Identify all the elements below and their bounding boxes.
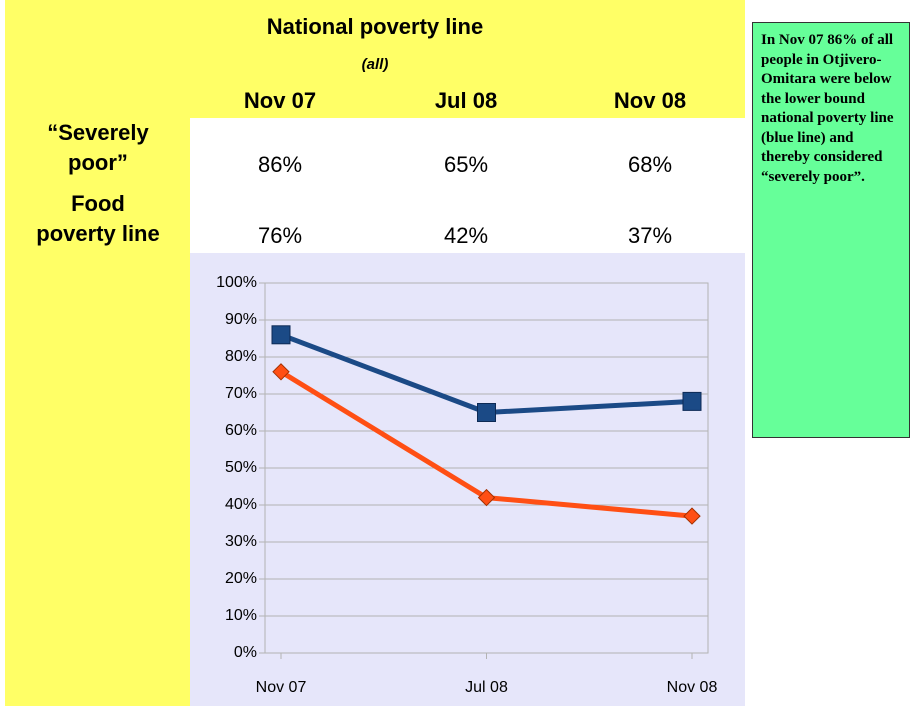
annotation: In Nov 07 86% of all people in Otjivero-…: [752, 22, 910, 438]
table-cell: 37%: [627, 223, 673, 248]
marker: [271, 325, 291, 345]
header-background: [5, 0, 745, 118]
y-tick-label: 90%: [225, 311, 257, 328]
y-tick-label: 30%: [225, 533, 257, 550]
x-tick-label: Nov 08: [667, 679, 718, 696]
column-header: Jul 08: [434, 88, 498, 113]
marker: [683, 507, 701, 525]
side-background: [5, 118, 190, 706]
chart-title: National poverty line: [266, 14, 484, 39]
x-tick-label: Nov 07: [256, 679, 307, 696]
y-tick-label: 80%: [225, 348, 257, 365]
y-tick-label: 0%: [234, 644, 257, 661]
table-background: [190, 118, 745, 253]
chart-background: [190, 253, 745, 706]
y-tick-label: 50%: [225, 459, 257, 476]
y-tick-label: 40%: [225, 496, 257, 513]
table-cell: 68%: [627, 152, 673, 177]
table-cell: 86%: [257, 152, 303, 177]
y-tick-label: 100%: [216, 274, 257, 291]
marker: [682, 391, 702, 411]
marker: [272, 363, 290, 381]
row-header: Food poverty line: [36, 191, 160, 246]
marker: [477, 488, 496, 507]
y-tick-label: 70%: [225, 385, 257, 402]
column-header: Nov 07: [243, 88, 317, 113]
table-cell: 65%: [443, 152, 489, 177]
chart-subtitle: (all): [361, 56, 389, 73]
chart: 0% 10% 20% 30% 40% 50% 60% 70% 80% 90% 100% Nov 07 J…: [190, 253, 745, 706]
column-header: Nov 08: [613, 88, 687, 113]
y-tick-label: 10%: [225, 607, 257, 624]
y-tick-label: 20%: [225, 570, 257, 587]
table-cell: 42%: [443, 223, 489, 248]
row-header: “Severely poor”: [47, 120, 149, 175]
marker: [477, 403, 496, 422]
x-tick-label: Jul 08: [465, 679, 508, 696]
table-cell: 76%: [257, 223, 303, 248]
y-tick-label: 60%: [225, 422, 257, 439]
